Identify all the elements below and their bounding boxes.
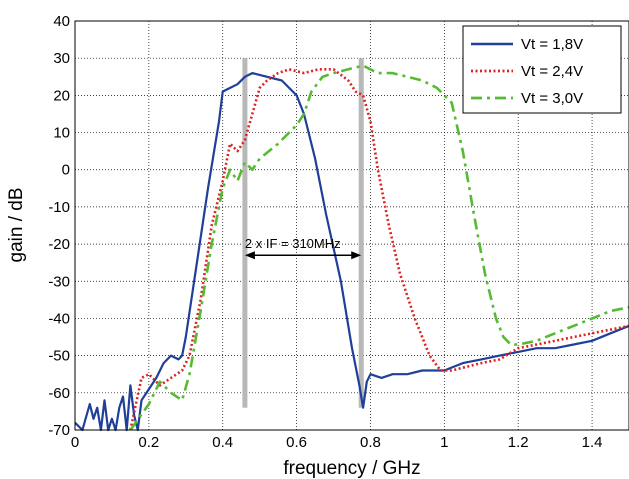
x-tick-label: 1.2 xyxy=(508,434,529,451)
annotation-arrowhead-left xyxy=(244,251,255,260)
y-tick-label: 30 xyxy=(53,50,70,67)
legend-label-1: Vt = 1,8V xyxy=(521,36,583,53)
series-line-2 xyxy=(129,68,629,431)
series-line-1 xyxy=(74,71,629,432)
x-tick-labels: 0 0.2 0.4 0.6 0.8 1 1.2 1.4 xyxy=(71,434,603,451)
y-tick-label: -70 xyxy=(48,422,70,439)
y-tick-label: 10 xyxy=(53,125,70,142)
y-tick-label: -30 xyxy=(48,273,70,290)
x-tick-label: 1.4 xyxy=(582,434,603,451)
legend-label-2: Vt = 2,4V xyxy=(521,63,583,80)
annotation-text: 2 x IF = 310MHz xyxy=(245,236,341,251)
legend: Vt = 1,8V Vt = 2,4V Vt = 3,0V xyxy=(462,25,622,114)
y-tick-label: 40 xyxy=(53,13,70,30)
series-line-3 xyxy=(129,64,629,431)
bandwidth-annotation: 2 x IF = 310MHz xyxy=(244,236,362,260)
y-tick-labels: -70 -60 -50 -40 -30 -20 -10 0 10 20 30 40 xyxy=(48,13,70,439)
x-tick-label: 0 xyxy=(71,434,79,451)
series-lines xyxy=(74,64,629,432)
x-axis-label: frequency / GHz xyxy=(283,458,420,479)
x-tick-label: 0.8 xyxy=(360,434,381,451)
x-tick-label: 0.4 xyxy=(212,434,233,451)
x-tick-label: 0.2 xyxy=(138,434,159,451)
y-axis-label: gain / dB xyxy=(6,188,27,263)
y-tick-label: -60 xyxy=(48,385,70,402)
plot-frame xyxy=(74,20,629,431)
legend-label-3: Vt = 3,0V xyxy=(521,90,583,107)
x-tick-label: 0.6 xyxy=(286,434,307,451)
annotation-arrowhead-right xyxy=(351,251,362,260)
y-tick-label: 20 xyxy=(53,87,70,104)
y-tick-label: -20 xyxy=(48,236,70,253)
y-tick-label: -40 xyxy=(48,310,70,327)
y-tick-label: -50 xyxy=(48,348,70,365)
grid-lines xyxy=(75,21,629,430)
y-tick-label: -10 xyxy=(48,199,70,216)
x-tick-label: 1 xyxy=(440,434,448,451)
marker-bars xyxy=(242,58,364,408)
y-tick-label: 0 xyxy=(62,162,70,179)
